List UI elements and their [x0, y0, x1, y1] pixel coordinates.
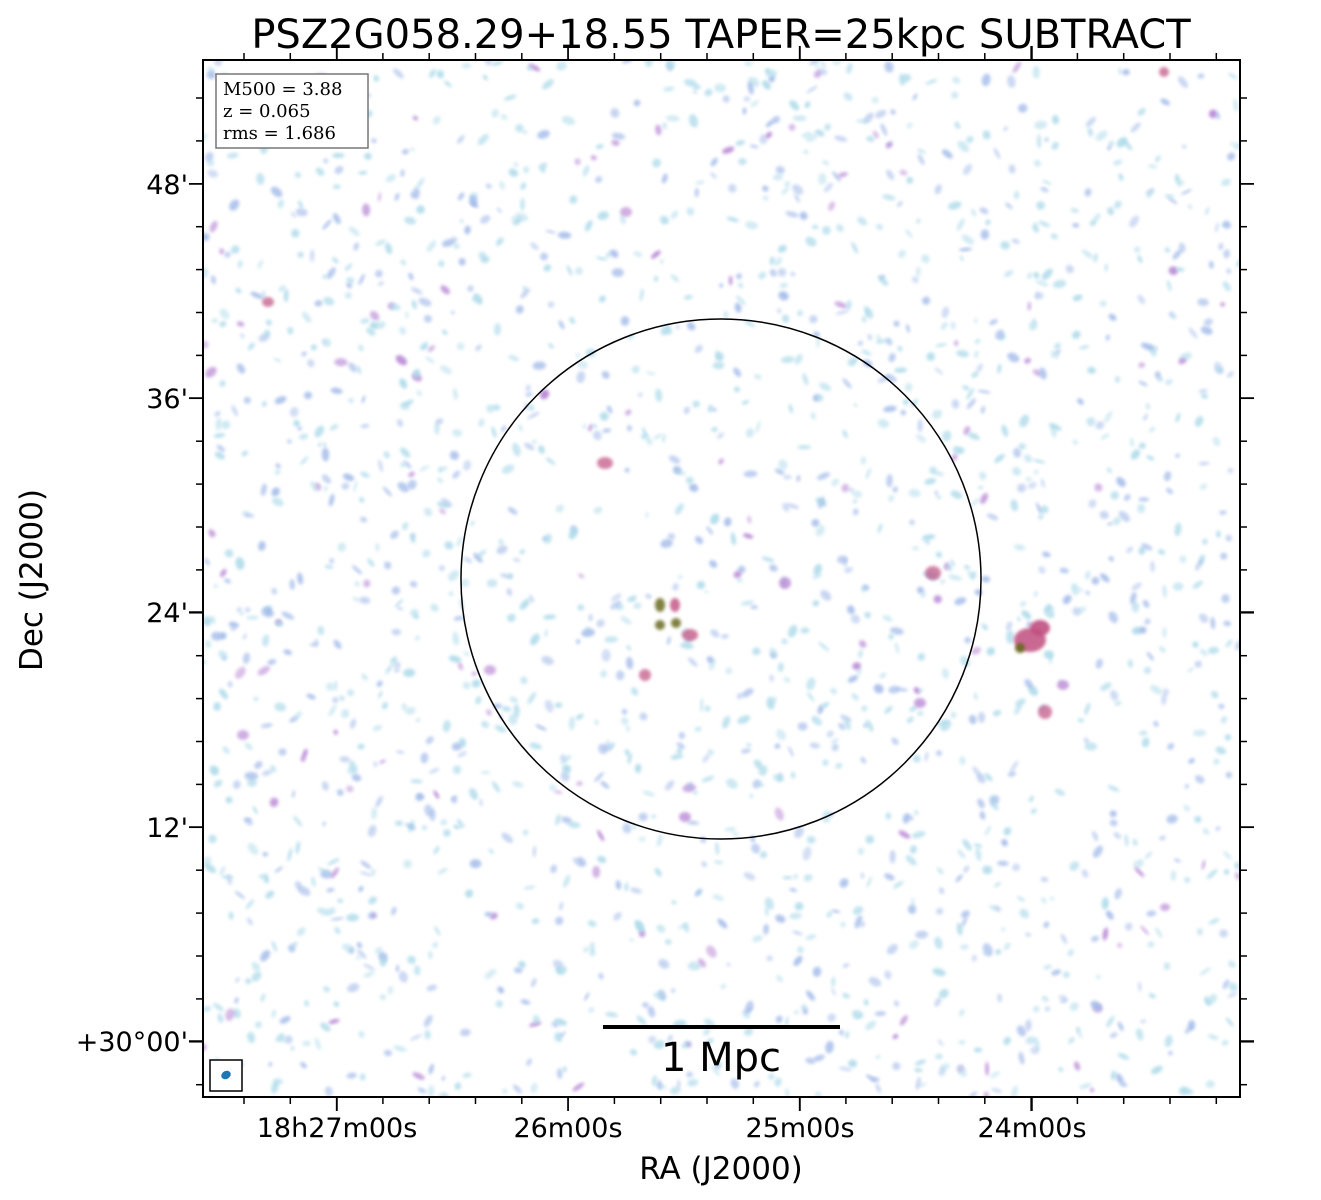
radio-source-blob — [1030, 620, 1050, 636]
radio-source-blob — [670, 598, 680, 612]
radio-source-blob — [682, 629, 698, 641]
info-box: M500 = 3.88 z = 0.065 rms = 1.686 — [215, 73, 369, 149]
info-redshift: z = 0.065 — [223, 101, 311, 122]
radio-source-blob — [639, 669, 651, 681]
radio-source-blob — [1015, 643, 1025, 653]
scale-bar-label: 1 Mpc — [661, 1035, 781, 1081]
radio-source-blob — [597, 457, 613, 469]
xtick-label-27m: 18h27m00s — [257, 1113, 418, 1144]
info-m500: M500 = 3.88 — [223, 79, 342, 100]
ytick-label-24: 24' — [146, 598, 188, 629]
image-area — [203, 60, 1240, 1097]
radio-source-blob — [1057, 680, 1069, 690]
radio-source-blob — [655, 620, 665, 630]
radio-source-blob — [1038, 705, 1052, 719]
radio-source-blob — [679, 812, 691, 822]
scale-bar: 1 Mpc — [603, 1025, 840, 1081]
radio-source-blob — [1159, 67, 1169, 77]
radio-source-blob — [671, 618, 681, 628]
radio-source-blob — [655, 598, 665, 612]
radio-source-blob — [925, 566, 941, 580]
beam-box — [209, 1059, 243, 1092]
ytick-label-36: 36' — [146, 384, 188, 415]
radio-source-blob — [914, 698, 926, 708]
x-axis-label: RA (J2000) — [639, 1151, 803, 1187]
radio-source-blob — [779, 577, 791, 589]
ytick-label-12: 12' — [146, 813, 188, 844]
ytick-label-00: +30°00' — [76, 1027, 188, 1058]
beam-ellipse — [221, 1070, 231, 1080]
xtick-label-24m: 24m00s — [977, 1113, 1086, 1144]
radio-source-blob — [262, 297, 274, 307]
r500-circle — [460, 318, 982, 840]
y-axis-label: Dec (J2000) — [14, 489, 50, 671]
plot-frame — [202, 59, 1241, 1098]
radio-source-blob — [620, 207, 632, 217]
radio-sources — [237, 67, 1169, 822]
radio-source-blob — [237, 730, 249, 740]
xtick-label-25m: 25m00s — [745, 1113, 854, 1144]
xtick-label-26m: 26m00s — [513, 1113, 622, 1144]
ytick-label-48: 48' — [146, 170, 188, 201]
radio-noise-texture — [203, 60, 1240, 1097]
plot-title: PSZ2G058.29+18.55 TAPER=25kpc SUBTRACT — [251, 12, 1191, 58]
tick-marks — [189, 46, 1254, 1111]
radio-source-blob — [484, 665, 496, 675]
info-rms: rms = 1.686 — [223, 123, 336, 144]
